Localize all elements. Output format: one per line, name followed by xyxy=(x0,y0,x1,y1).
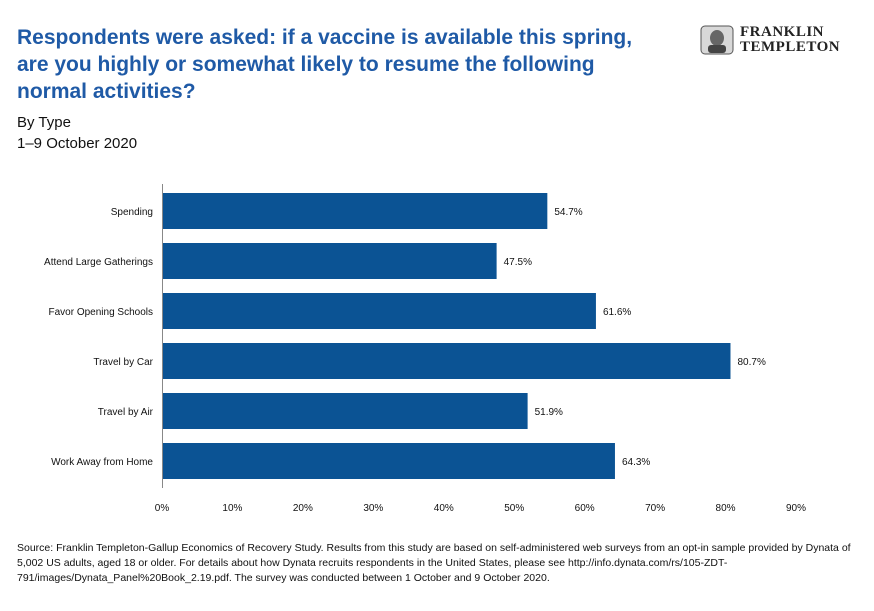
chart-title: Respondents were asked: if a vaccine is … xyxy=(17,26,633,103)
portrait-medallion-icon xyxy=(700,25,734,55)
x-tick-label: 50% xyxy=(504,503,524,514)
category-label: Favor Opening Schools xyxy=(48,307,153,318)
subtitle-type: By Type xyxy=(17,114,71,131)
category-label: Spending xyxy=(111,207,153,218)
chart-subtitle: By Type 1–9 October 2020 xyxy=(17,112,137,154)
logo-wordmark: FRANKLIN TEMPLETON xyxy=(740,25,840,55)
category-label: Travel by Car xyxy=(93,357,153,368)
bar xyxy=(162,343,731,379)
x-tick-label: 40% xyxy=(434,503,454,514)
x-tick-label: 10% xyxy=(222,503,242,514)
subtitle-date: 1–9 October 2020 xyxy=(17,135,138,152)
source-note: Source: Franklin Templeton-Gallup Econom… xyxy=(17,542,851,584)
data-label: 64.3% xyxy=(622,457,650,468)
x-tick-label: 20% xyxy=(293,503,313,514)
bar xyxy=(162,393,528,429)
bar xyxy=(162,243,497,279)
data-label: 61.6% xyxy=(603,307,631,318)
data-label: 80.7% xyxy=(737,357,765,368)
category-label: Work Away from Home xyxy=(51,457,153,468)
data-label: 54.7% xyxy=(554,207,582,218)
x-tick-label: 60% xyxy=(575,503,595,514)
x-tick-label: 70% xyxy=(645,503,665,514)
franklin-templeton-logo: FRANKLIN TEMPLETON xyxy=(700,25,860,57)
data-label: 51.9% xyxy=(535,407,563,418)
data-label: 47.5% xyxy=(504,257,532,268)
logo-line-2: TEMPLETON xyxy=(740,39,841,55)
x-tick-label: 90% xyxy=(786,503,806,514)
bar xyxy=(162,443,615,479)
x-tick-label: 30% xyxy=(363,503,383,514)
bar-chart: Spending 54.7% Attend Large Gatherings 47.5… xyxy=(44,184,806,514)
category-label: Travel by Air xyxy=(98,407,154,418)
bar xyxy=(162,293,596,329)
bar xyxy=(162,193,548,229)
logo-line-1: FRANKLIN xyxy=(740,24,825,40)
category-label: Attend Large Gatherings xyxy=(44,257,153,268)
x-tick-label: 80% xyxy=(716,503,736,514)
x-tick-label: 0% xyxy=(155,503,170,514)
